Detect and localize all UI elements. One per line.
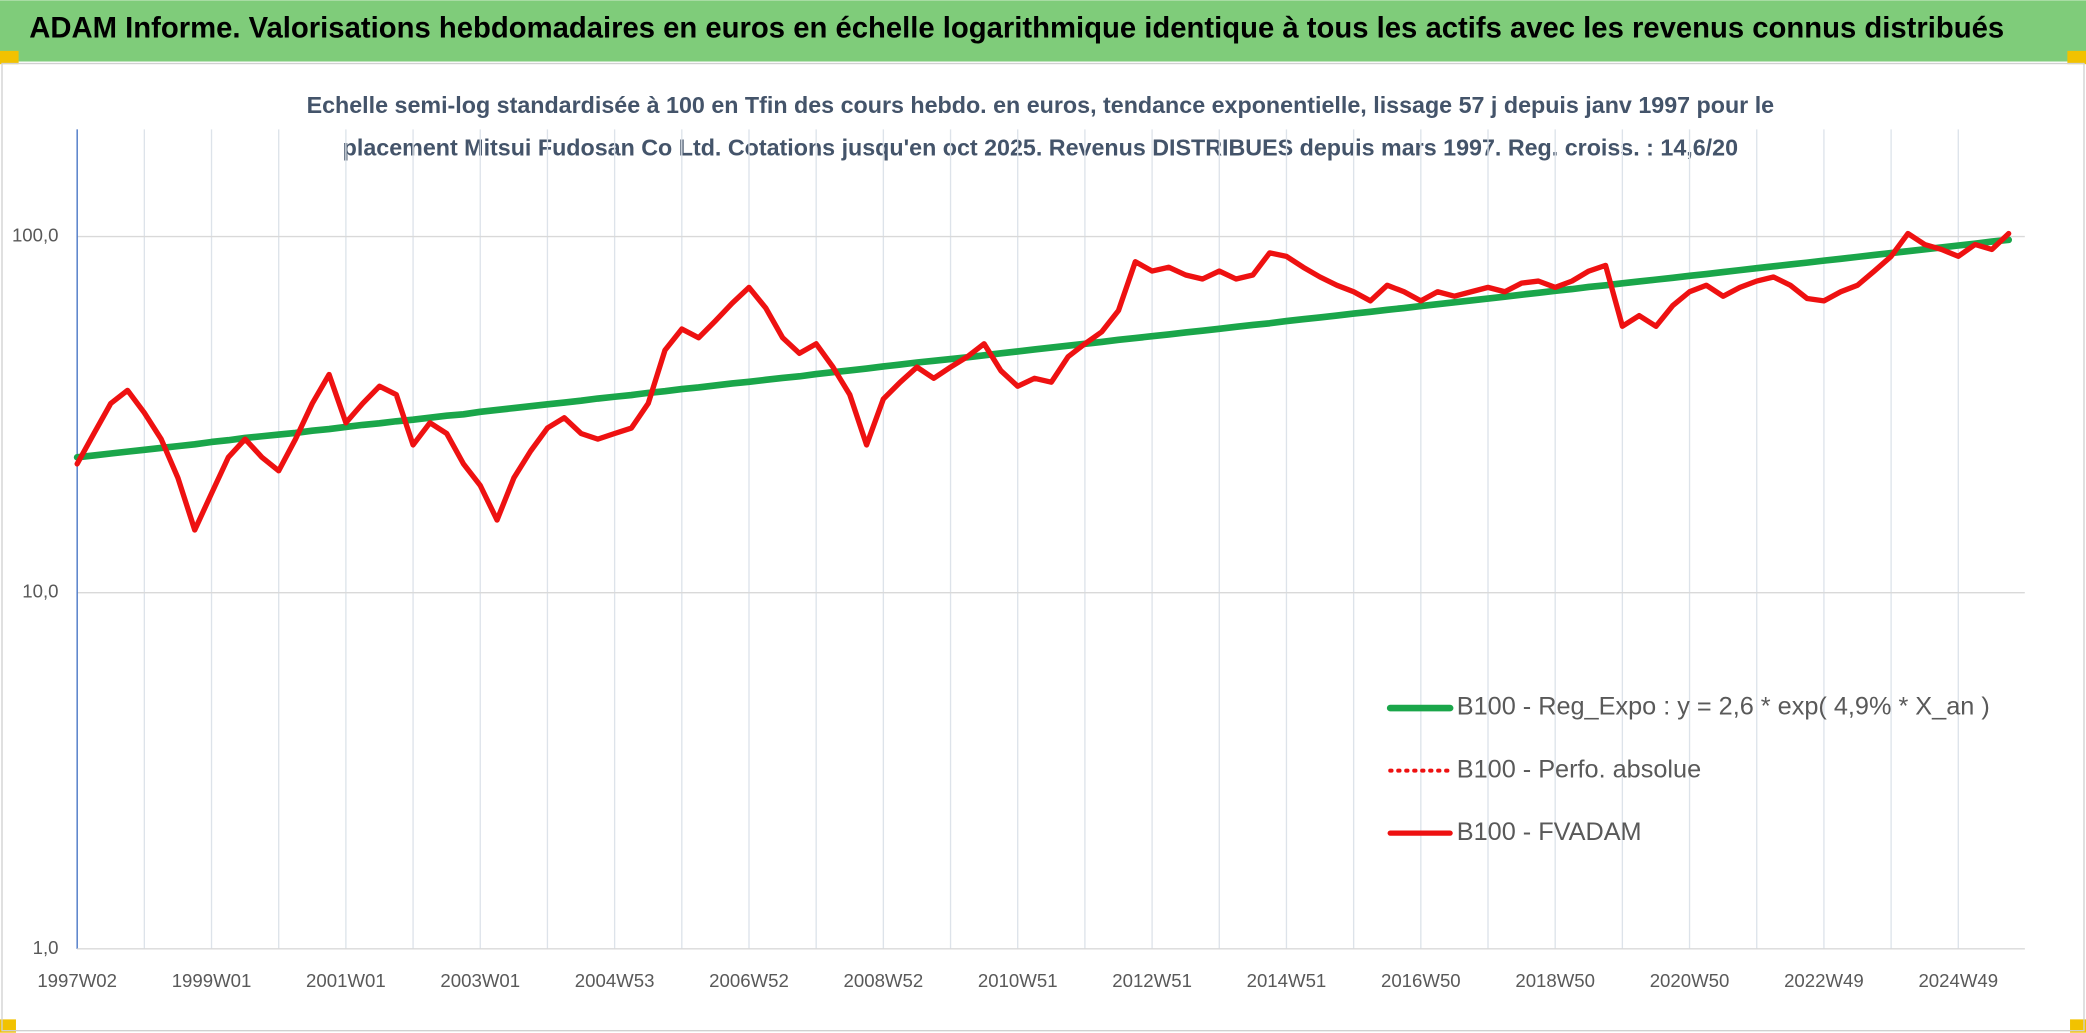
x-tick-label: 1999W01 — [172, 970, 252, 991]
chart-border — [1, 62, 2085, 1032]
x-tick-label: 2024W49 — [1918, 970, 1998, 991]
chart-title: Echelle semi-log standardisée à 100 en T… — [307, 92, 1775, 118]
x-tick-label: 2014W51 — [1247, 970, 1327, 991]
x-tick-label: 2008W52 — [844, 970, 924, 991]
x-tick-label: 1997W02 — [37, 970, 117, 991]
x-tick-label: 2006W52 — [709, 970, 789, 991]
header-title: ADAM Informe. Valorisations hebdomadaire… — [29, 12, 2004, 44]
chart-title: placement Mitsui Fudosan Co Ltd. Cotatio… — [343, 134, 1738, 160]
y-tick-label: 1,0 — [33, 937, 59, 958]
series-line — [73, 236, 2013, 461]
x-tick-label: 2001W01 — [306, 970, 386, 991]
series-line — [74, 230, 2012, 533]
x-tick-label: 2012W51 — [1112, 970, 1192, 991]
x-tick-label: 2016W50 — [1381, 970, 1461, 991]
y-tick-label: 100,0 — [12, 224, 59, 245]
x-tick-label: 2004W53 — [575, 970, 655, 991]
legend-label: B100 - Reg_Expo : y = 2,6 * exp( 4,9% * … — [1457, 693, 1990, 721]
corner — [0, 1019, 16, 1033]
corner — [2067, 50, 2086, 65]
x-tick-label: 2022W49 — [1784, 970, 1864, 991]
header-bar — [0, 0, 2086, 62]
corner — [0, 50, 19, 65]
legend-label: B100 - FVADAM — [1457, 818, 1642, 846]
corner — [2070, 1019, 2086, 1033]
y-tick-label: 10,0 — [22, 581, 58, 602]
x-tick-label: 2010W51 — [978, 970, 1058, 991]
x-tick-label: 2018W50 — [1515, 970, 1595, 991]
x-tick-label: 2020W50 — [1650, 970, 1730, 991]
x-tick-label: 2003W01 — [440, 970, 520, 991]
legend-label: B100 - Perfo. absolue — [1457, 755, 1701, 783]
